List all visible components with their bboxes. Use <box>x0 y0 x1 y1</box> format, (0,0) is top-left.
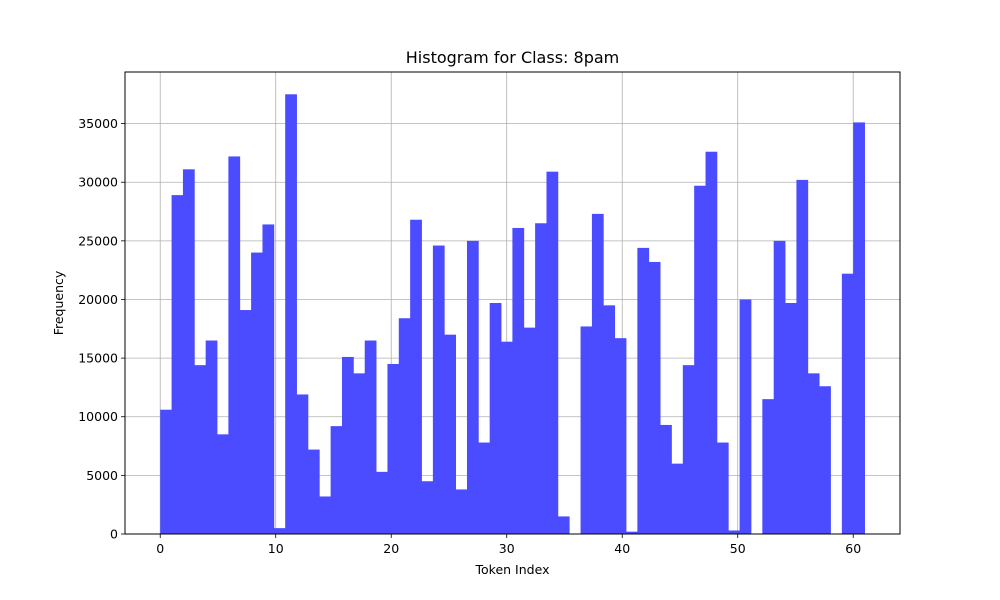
x-axis-ticks: 0 10 20 30 40 50 60 <box>156 534 861 556</box>
histogram-bar <box>194 365 207 534</box>
histogram-bar <box>591 213 604 535</box>
x-axis-label: Token Index <box>475 562 550 577</box>
histogram-bar <box>626 531 638 534</box>
histogram-bar <box>762 399 775 534</box>
y-tick-label: 25000 <box>78 233 118 248</box>
y-axis-ticks: 0 5000 10000 15000 20000 25000 30000 35000 <box>78 116 125 542</box>
histogram-bar <box>376 471 388 534</box>
x-tick-label: 20 <box>383 541 399 556</box>
histogram-bar <box>251 252 263 534</box>
histogram-bar <box>580 326 593 534</box>
histogram-bar <box>285 94 297 535</box>
histogram-bar <box>466 240 479 535</box>
histogram-bar <box>739 299 752 534</box>
histogram-bar <box>841 273 854 534</box>
y-tick-label: 35000 <box>78 116 118 131</box>
histogram-bar <box>660 424 672 534</box>
histogram-bar <box>512 227 525 534</box>
histogram-bar <box>160 409 172 534</box>
histogram-bar <box>728 530 741 534</box>
histogram-bar <box>489 303 502 534</box>
histogram-bar <box>501 341 513 534</box>
histogram-bar <box>410 219 422 534</box>
histogram-bar <box>603 305 616 534</box>
x-tick-label: 50 <box>730 541 746 556</box>
histogram-bar <box>205 340 218 534</box>
histogram-bar <box>330 426 343 534</box>
histogram-bar <box>773 240 786 535</box>
histogram-bar <box>353 373 366 534</box>
histogram-bar <box>716 442 729 534</box>
histogram-bar <box>262 224 275 534</box>
histogram-bar <box>796 179 809 534</box>
histogram-bar <box>432 245 445 534</box>
histogram-bar <box>557 516 570 534</box>
histogram-bar <box>478 442 491 534</box>
x-tick-label: 60 <box>845 541 861 556</box>
bars <box>160 94 865 535</box>
y-tick-label: 20000 <box>78 292 118 307</box>
y-tick-label: 0 <box>110 527 118 542</box>
histogram-bar <box>523 327 536 534</box>
histogram-bar <box>785 303 797 534</box>
x-tick-label: 10 <box>268 541 284 556</box>
histogram-bar <box>694 185 706 534</box>
y-tick-label: 5000 <box>86 468 118 483</box>
x-tick-label: 40 <box>614 541 630 556</box>
histogram-bar <box>307 449 320 534</box>
x-tick-label: 30 <box>499 541 515 556</box>
y-tick-label: 10000 <box>78 409 118 424</box>
histogram-bar <box>671 463 684 534</box>
chart-title: Histogram for Class: 8pam <box>406 48 619 67</box>
histogram-bar <box>182 169 195 534</box>
plot-frame <box>124 71 901 535</box>
histogram-bar <box>364 340 377 534</box>
histogram-bar <box>273 528 286 534</box>
histogram-bar <box>296 394 309 534</box>
histogram-bar <box>614 338 627 534</box>
histogram-bar <box>444 334 457 534</box>
y-axis-label: Frequency <box>51 270 66 335</box>
histogram-bar <box>171 195 184 534</box>
y-tick-label: 30000 <box>78 175 118 190</box>
histogram-bar <box>853 122 865 534</box>
histogram-bar <box>421 481 434 534</box>
histogram-bar <box>682 365 695 534</box>
histogram-bar <box>217 434 229 534</box>
histogram-bar <box>341 356 354 534</box>
histogram-bar <box>546 171 559 534</box>
y-tick-label: 15000 <box>78 351 118 366</box>
histogram-bar <box>705 151 718 535</box>
histogram-bar <box>637 247 650 535</box>
histogram-bar <box>807 373 820 534</box>
histogram-bar <box>819 386 831 534</box>
histogram-bar <box>398 318 411 534</box>
histogram-bar <box>455 489 468 534</box>
x-tick-label: 0 <box>156 541 164 556</box>
histogram-bar <box>239 310 252 534</box>
histogram-bar <box>319 496 332 534</box>
histogram-bar <box>535 223 547 534</box>
histogram-bar <box>387 363 400 534</box>
histogram-bar <box>228 156 241 534</box>
histogram-bar <box>648 261 661 534</box>
